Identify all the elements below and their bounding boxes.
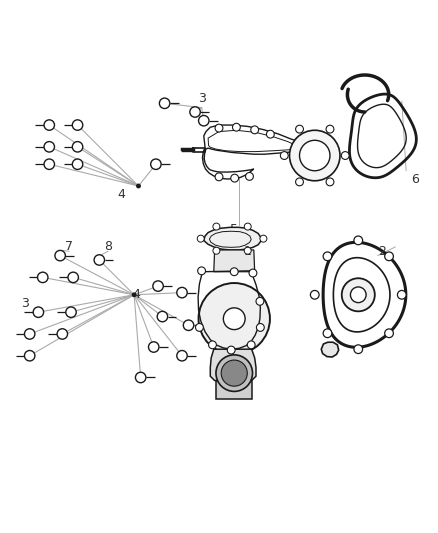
Circle shape (244, 223, 251, 230)
Circle shape (157, 311, 168, 322)
Circle shape (221, 360, 247, 386)
Polygon shape (210, 349, 256, 381)
Circle shape (184, 320, 194, 330)
Circle shape (72, 120, 83, 130)
Circle shape (296, 178, 304, 186)
Circle shape (385, 329, 393, 337)
Circle shape (148, 342, 159, 352)
Circle shape (251, 126, 258, 134)
Circle shape (231, 174, 239, 182)
Circle shape (177, 287, 187, 298)
Circle shape (266, 130, 274, 138)
Text: 8: 8 (104, 240, 112, 253)
Circle shape (354, 345, 363, 353)
Circle shape (215, 173, 223, 181)
Text: 6: 6 (411, 173, 419, 186)
Circle shape (132, 293, 136, 296)
Circle shape (44, 159, 54, 169)
Circle shape (300, 140, 330, 171)
Circle shape (215, 124, 223, 132)
Circle shape (55, 251, 65, 261)
Text: 4: 4 (132, 288, 140, 301)
Circle shape (227, 346, 235, 354)
Circle shape (326, 178, 334, 186)
Circle shape (296, 125, 304, 133)
Circle shape (190, 107, 200, 117)
Text: 3: 3 (21, 297, 29, 310)
Circle shape (137, 184, 140, 188)
Circle shape (213, 247, 220, 254)
Circle shape (342, 278, 375, 311)
Circle shape (280, 151, 288, 159)
Circle shape (151, 159, 161, 169)
Text: 7: 7 (65, 240, 73, 253)
Circle shape (247, 341, 255, 349)
Circle shape (33, 307, 44, 318)
Circle shape (153, 281, 163, 292)
Polygon shape (204, 228, 261, 250)
Circle shape (66, 307, 76, 318)
Circle shape (94, 255, 105, 265)
Circle shape (230, 268, 238, 276)
Text: 5: 5 (230, 223, 238, 236)
Circle shape (385, 252, 393, 261)
Circle shape (233, 123, 240, 131)
Circle shape (350, 287, 366, 303)
Circle shape (197, 235, 204, 242)
Polygon shape (216, 381, 252, 399)
Circle shape (244, 247, 251, 254)
Circle shape (260, 235, 267, 242)
Circle shape (72, 142, 83, 152)
Circle shape (195, 324, 203, 332)
Circle shape (57, 329, 67, 339)
Polygon shape (321, 342, 339, 357)
Text: 4: 4 (117, 188, 125, 201)
Text: 2: 2 (378, 245, 386, 258)
Circle shape (216, 355, 253, 391)
Text: 3: 3 (198, 92, 205, 106)
Circle shape (256, 324, 264, 332)
Circle shape (341, 151, 349, 159)
Circle shape (198, 116, 209, 126)
Circle shape (208, 341, 216, 349)
Circle shape (38, 272, 48, 282)
Circle shape (311, 290, 319, 299)
Circle shape (213, 223, 220, 230)
Polygon shape (214, 250, 254, 272)
Circle shape (354, 236, 363, 245)
Circle shape (397, 290, 406, 299)
Circle shape (68, 272, 78, 282)
Circle shape (249, 269, 257, 277)
Circle shape (198, 283, 270, 354)
Text: 1: 1 (244, 245, 251, 258)
Circle shape (246, 173, 253, 180)
Circle shape (159, 98, 170, 109)
Circle shape (44, 120, 54, 130)
Circle shape (135, 372, 146, 383)
Circle shape (290, 130, 340, 181)
Circle shape (323, 252, 332, 261)
Circle shape (25, 351, 35, 361)
Circle shape (44, 142, 54, 152)
Circle shape (25, 329, 35, 339)
Circle shape (177, 351, 187, 361)
Circle shape (256, 297, 264, 305)
Circle shape (223, 308, 245, 329)
Circle shape (326, 125, 334, 133)
Circle shape (72, 159, 83, 169)
Circle shape (198, 267, 205, 275)
Circle shape (323, 329, 332, 337)
